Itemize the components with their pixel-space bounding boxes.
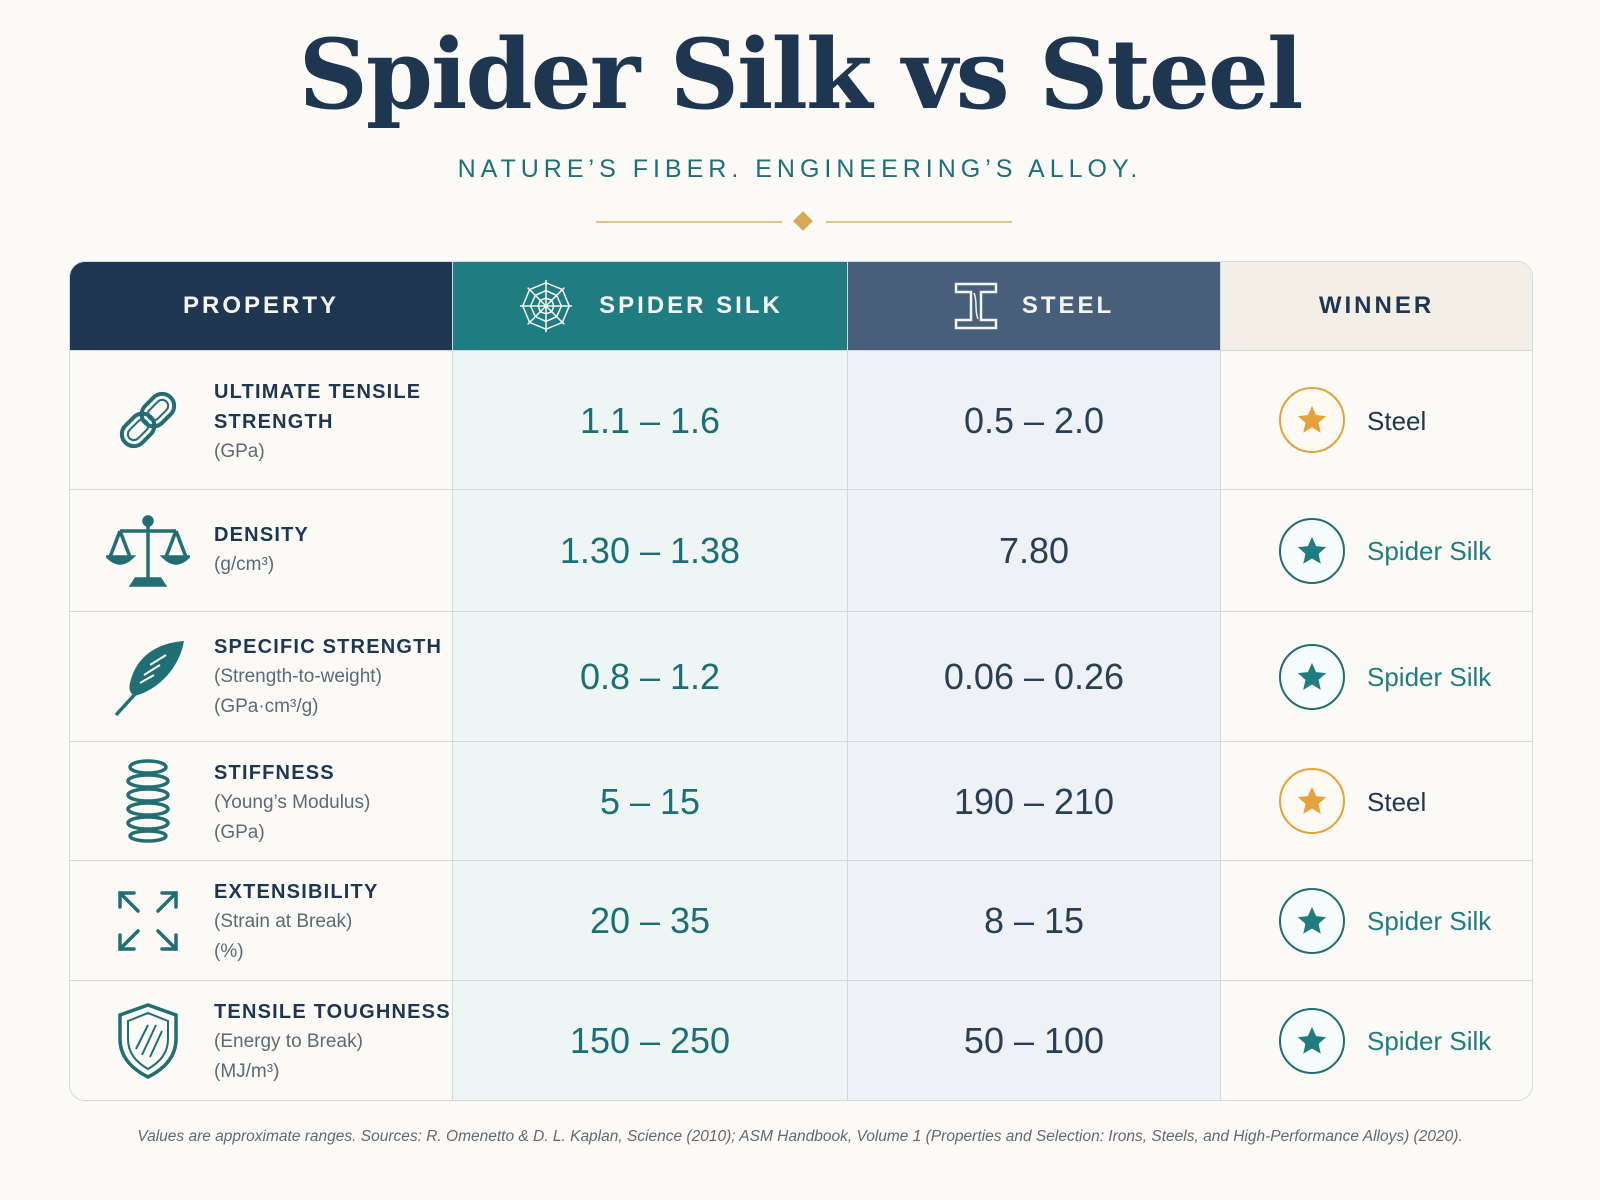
- spider-web-icon: [517, 277, 575, 335]
- winner-cell: Spider Silk: [1221, 861, 1532, 981]
- silk-value: 0.8 – 1.2: [579, 656, 721, 697]
- star-icon: [1279, 1008, 1345, 1074]
- star-icon: [1279, 644, 1345, 710]
- comparison-table: PROPERTY SPIDER SILK STEEL WINNER: [69, 261, 1533, 1101]
- winner-cell: Steel: [1221, 742, 1532, 861]
- property-label: DENSITY (g/cm³): [214, 524, 310, 575]
- i-beam-icon: [954, 281, 998, 331]
- footnote: Values are approximate ranges. Sources: …: [137, 1128, 1463, 1145]
- header-spider-silk: SPIDER SILK: [453, 262, 847, 350]
- title-divider: [596, 211, 1012, 231]
- header-winner-label: WINNER: [1318, 292, 1435, 319]
- winner-cell: Spider Silk: [1221, 490, 1532, 612]
- table-row: SPECIFIC STRENGTH (Strength-to-weight) (…: [70, 611, 1532, 742]
- winner-cell: Spider Silk: [1221, 981, 1532, 1100]
- star-icon: [1279, 768, 1345, 834]
- table-row: ULTIMATE TENSILE STRENGTH (GPa) 1.1 – 1.…: [70, 350, 1532, 490]
- star-icon: [1279, 518, 1345, 584]
- winner-label: Steel: [1367, 406, 1427, 436]
- winner-label: Spider Silk: [1367, 536, 1492, 566]
- silk-value: 20 – 35: [589, 900, 711, 941]
- steel-value: 0.5 – 2.0: [963, 399, 1105, 441]
- steel-value: 7.80: [998, 530, 1070, 571]
- header-property-label: PROPERTY: [182, 292, 340, 319]
- header-silk-label: SPIDER SILK: [599, 292, 783, 319]
- property-label: EXTENSIBILITY (Strain at Break) (%): [214, 881, 379, 962]
- star-icon: [1279, 888, 1345, 954]
- winner-label: Spider Silk: [1367, 1026, 1492, 1056]
- silk-value: 5 – 15: [599, 780, 701, 822]
- property-label: TENSILE TOUGHNESS (Energy to Break) (MJ/…: [214, 1001, 451, 1082]
- silk-value: 1.1 – 1.6: [579, 399, 721, 441]
- header-steel-label: STEEL: [1021, 292, 1115, 319]
- table-row: TENSILE TOUGHNESS (Energy to Break) (MJ/…: [70, 980, 1532, 1100]
- feather-icon: [106, 635, 190, 719]
- table-row: EXTENSIBILITY (Strain at Break) (%) 20 –…: [70, 860, 1532, 981]
- property-label: STIFFNESS (Young’s Modulus) (GPa): [214, 762, 371, 843]
- steel-value: 8 – 15: [983, 900, 1085, 941]
- steel-value: 0.06 – 0.26: [943, 656, 1125, 697]
- steel-value: 190 – 210: [953, 780, 1115, 822]
- shield-icon: [106, 999, 190, 1083]
- winner-label: Steel: [1367, 787, 1427, 817]
- spring-coil-icon: [106, 759, 190, 843]
- page-title: Spider Silk vs Steel: [298, 18, 1304, 131]
- page-subtitle: NATURE’S FIBER. ENGINEERING’S ALLOY.: [457, 155, 1143, 183]
- header-steel: STEEL: [848, 262, 1220, 350]
- winner-cell: Spider Silk: [1221, 612, 1532, 742]
- table-row: DENSITY (g/cm³) 1.30 – 1.38 7.80 Spider …: [70, 489, 1532, 612]
- expand-arrows-icon: [106, 879, 190, 963]
- balance-scale-icon: [106, 509, 190, 593]
- header-winner: WINNER: [1221, 262, 1532, 350]
- silk-value: 150 – 250: [569, 1020, 731, 1061]
- winner-label: Spider Silk: [1367, 662, 1492, 692]
- table-row: STIFFNESS (Young’s Modulus) (GPa) 5 – 15…: [70, 741, 1532, 861]
- property-label: SPECIFIC STRENGTH (Strength-to-weight) (…: [214, 636, 443, 717]
- star-icon: [1279, 387, 1345, 453]
- chain-link-icon: [106, 378, 190, 462]
- property-label: ULTIMATE TENSILE STRENGTH (GPa): [214, 381, 422, 462]
- silk-value: 1.30 – 1.38: [559, 530, 741, 571]
- winner-label: Spider Silk: [1367, 906, 1492, 936]
- header-property: PROPERTY: [70, 262, 452, 350]
- winner-cell: Steel: [1221, 351, 1532, 490]
- diamond-icon: [793, 211, 813, 231]
- steel-value: 50 – 100: [963, 1020, 1105, 1061]
